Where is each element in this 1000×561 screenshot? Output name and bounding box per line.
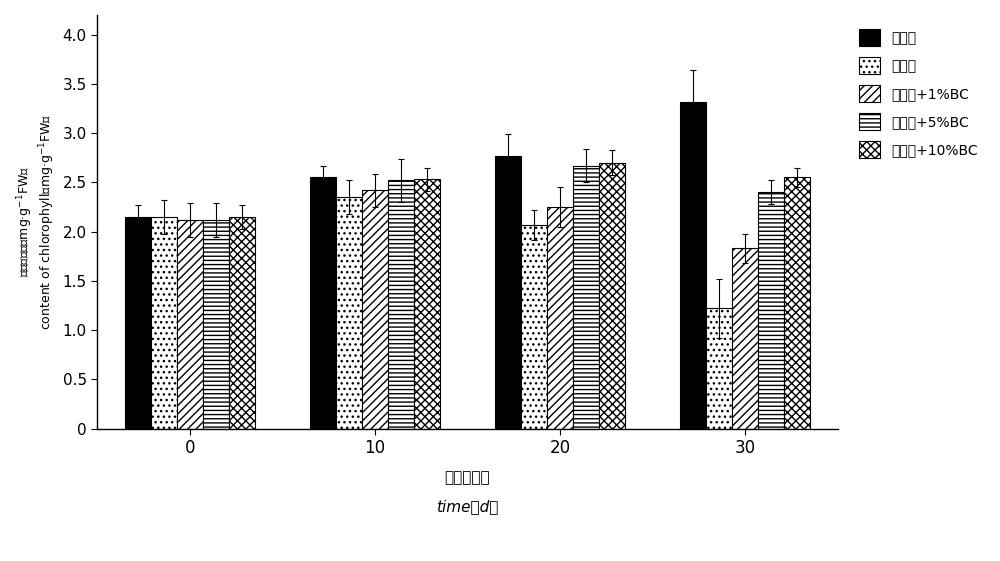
Legend: 对照土, 重茬土, 重茬土+1%BC, 重茬土+5%BC, 重茬土+10%BC: 对照土, 重茬土, 重茬土+1%BC, 重茬土+5%BC, 重茬土+10%BC bbox=[852, 22, 985, 165]
Bar bbox=[495, 156, 521, 429]
Bar bbox=[310, 177, 336, 429]
Bar bbox=[521, 225, 547, 429]
Bar bbox=[706, 309, 732, 429]
Bar bbox=[388, 181, 414, 429]
Bar bbox=[758, 192, 784, 429]
Bar bbox=[547, 207, 573, 429]
Bar bbox=[125, 217, 151, 429]
Y-axis label: 叶绿素含量（mg·g$^{-1}$FW）
content of chlorophyll（mg·g$^{-1}$FW）: 叶绿素含量（mg·g$^{-1}$FW） content of chloroph… bbox=[15, 113, 57, 330]
Bar bbox=[732, 249, 758, 429]
Text: time（d）: time（d） bbox=[436, 499, 499, 514]
Bar bbox=[177, 220, 203, 429]
Bar bbox=[336, 197, 362, 429]
Bar bbox=[573, 165, 599, 429]
Bar bbox=[229, 217, 255, 429]
Bar bbox=[599, 163, 625, 429]
Bar bbox=[151, 217, 177, 429]
Bar bbox=[680, 102, 706, 429]
Text: 时间（天）: 时间（天） bbox=[445, 470, 490, 485]
Bar bbox=[784, 177, 810, 429]
Bar bbox=[362, 190, 388, 429]
Bar bbox=[414, 180, 440, 429]
Bar bbox=[203, 220, 229, 429]
